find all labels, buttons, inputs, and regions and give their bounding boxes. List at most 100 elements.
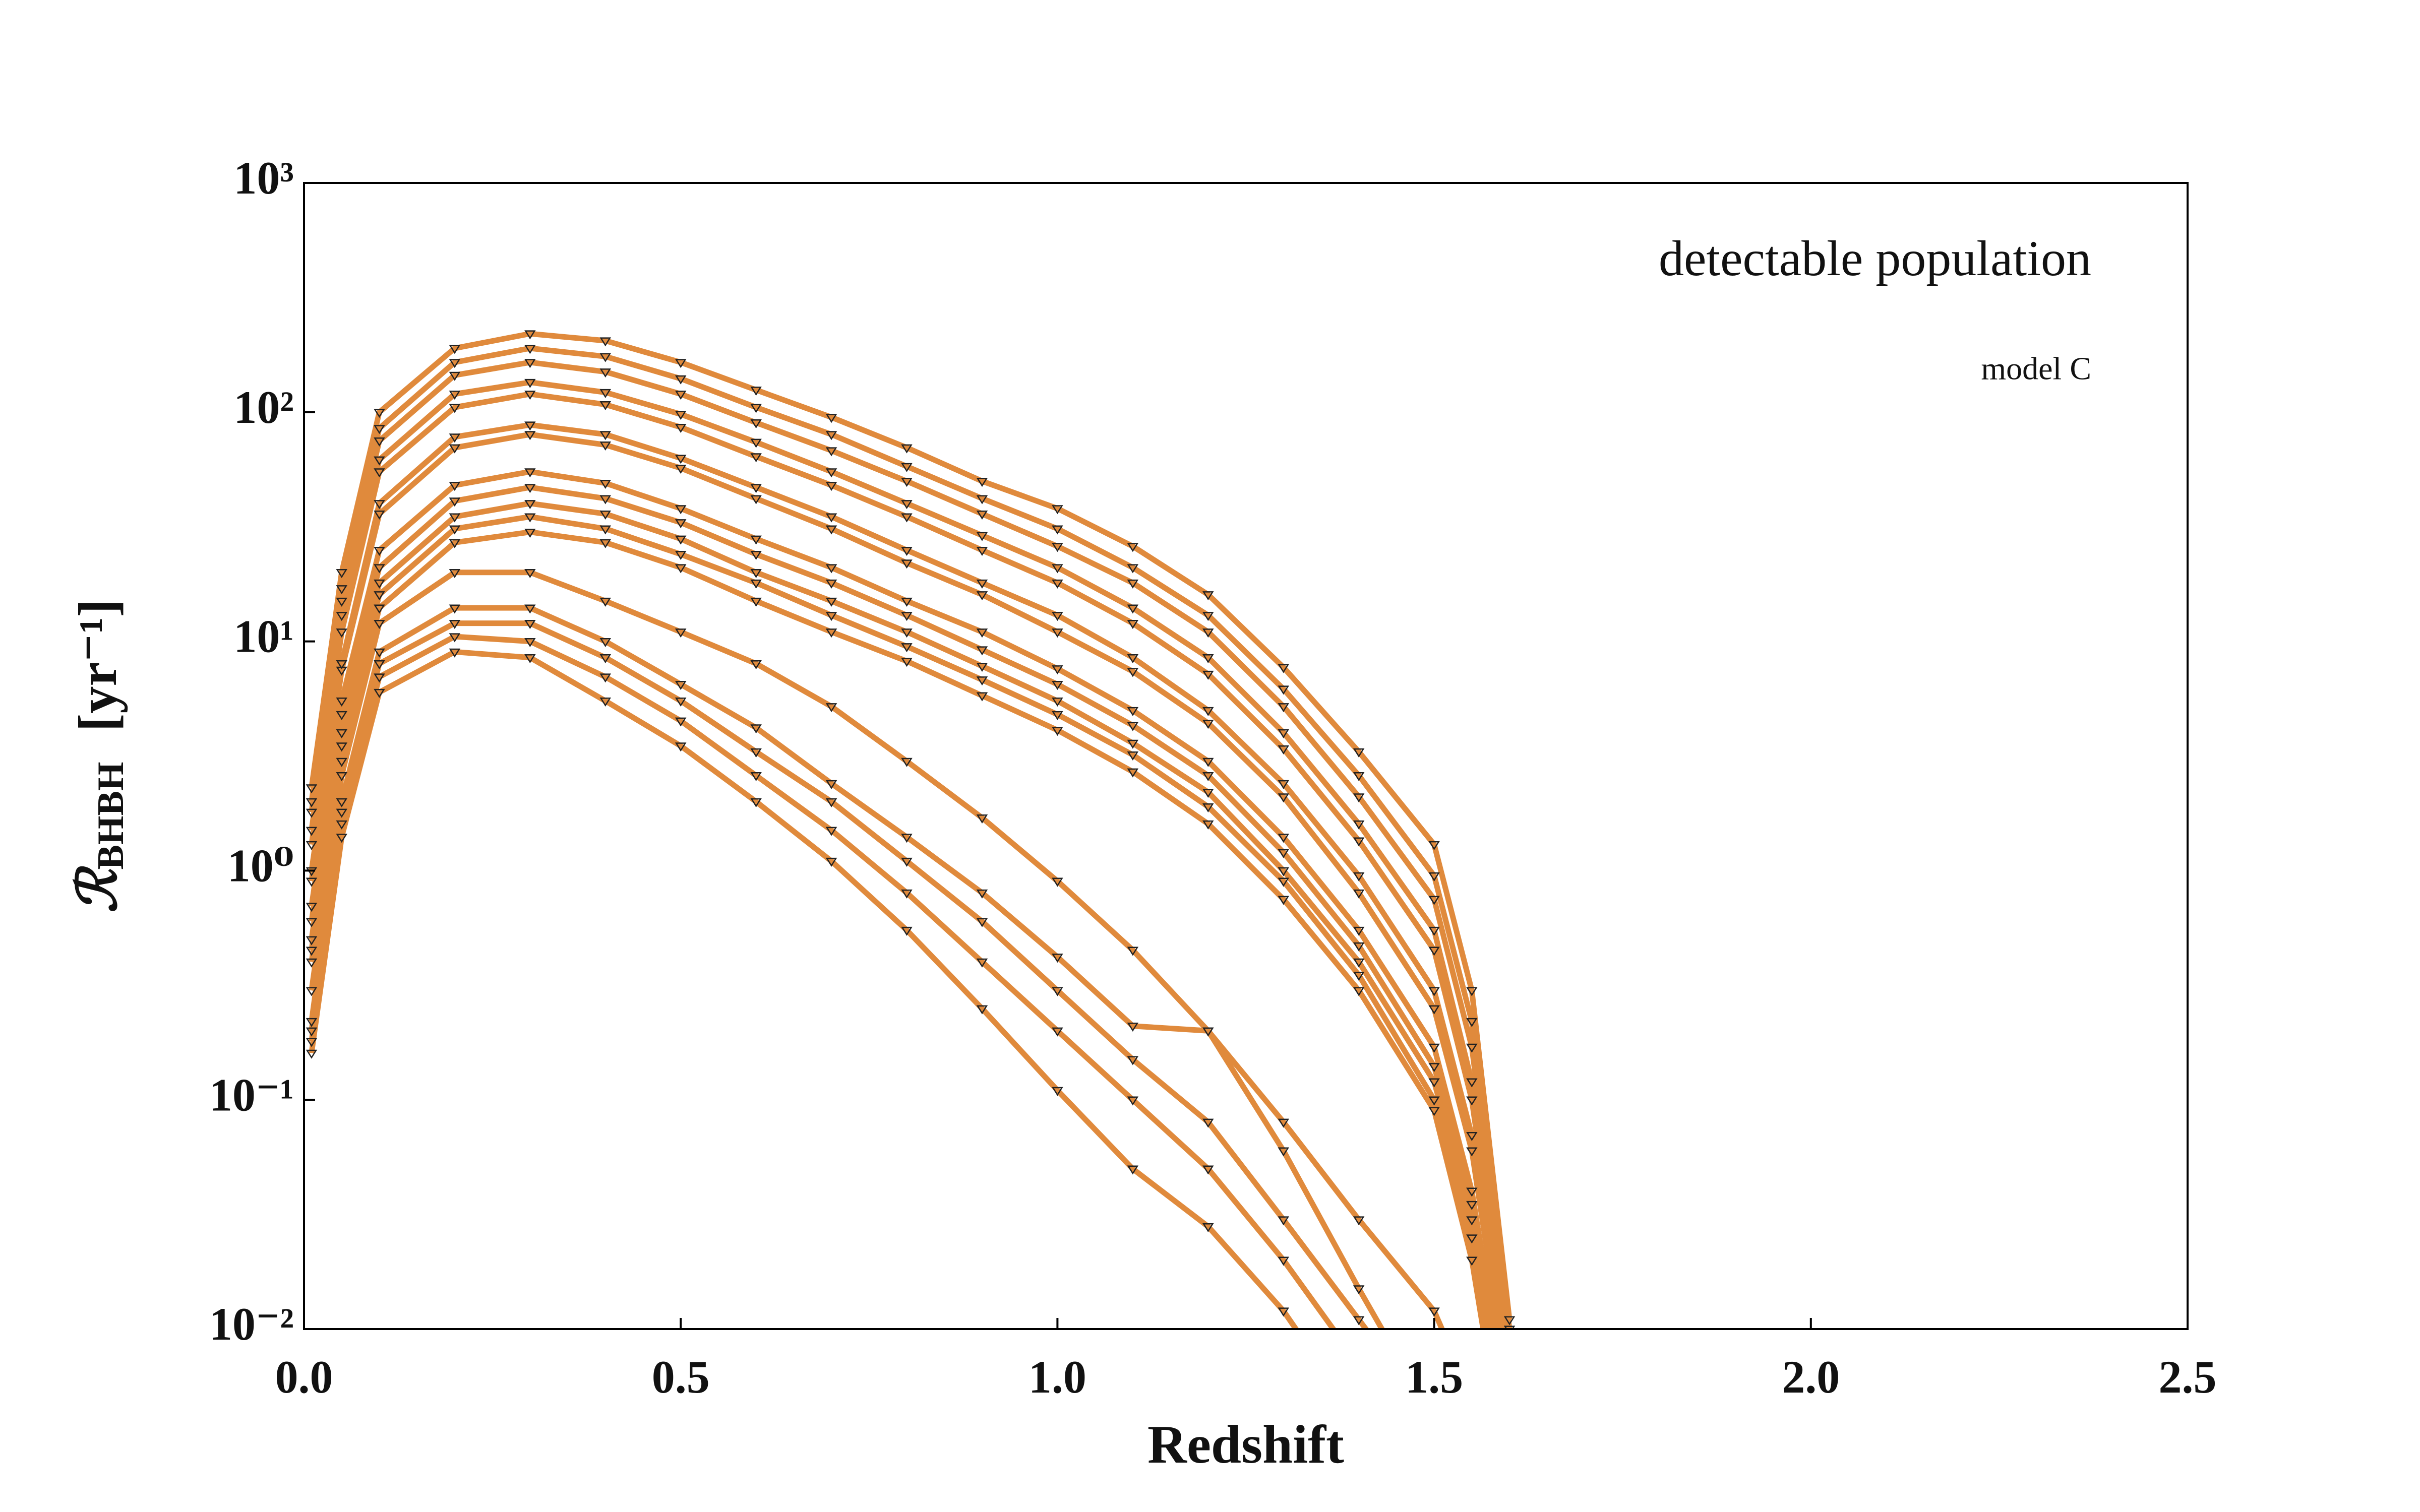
data-point bbox=[750, 772, 762, 782]
data-point bbox=[825, 857, 837, 867]
data-point bbox=[901, 612, 913, 621]
data-point bbox=[1428, 872, 1440, 881]
data-point bbox=[306, 877, 318, 887]
data-point bbox=[306, 947, 318, 956]
data-point bbox=[1127, 564, 1139, 574]
data-point bbox=[675, 717, 687, 727]
data-point bbox=[750, 724, 762, 734]
data-point bbox=[449, 619, 461, 629]
data-point bbox=[306, 827, 318, 836]
data-point bbox=[336, 666, 347, 676]
data-point bbox=[1505, 1486, 1514, 1493]
data-point bbox=[599, 495, 612, 505]
y-tick-label: 10⁻¹ bbox=[209, 1069, 294, 1120]
data-point bbox=[524, 421, 536, 431]
series-line bbox=[309, 570, 1445, 1329]
data-point bbox=[1354, 1418, 1363, 1425]
data-point bbox=[1278, 1147, 1289, 1157]
series-line bbox=[309, 605, 1385, 1329]
data-point bbox=[306, 936, 318, 946]
data-point bbox=[449, 345, 461, 354]
data-point bbox=[1127, 947, 1139, 956]
data-point bbox=[374, 619, 385, 629]
data-point bbox=[901, 463, 913, 472]
data-point bbox=[750, 569, 762, 579]
data-point bbox=[1428, 947, 1440, 956]
data-point bbox=[336, 742, 347, 752]
data-point bbox=[1052, 954, 1063, 963]
series-line bbox=[309, 431, 1502, 1329]
data-point bbox=[306, 987, 318, 996]
data-point bbox=[1428, 1107, 1440, 1116]
data-point bbox=[1278, 1216, 1289, 1226]
data-point bbox=[1505, 1349, 1514, 1356]
data-point bbox=[306, 958, 318, 968]
data-point bbox=[1052, 681, 1063, 690]
y-label-symbol: ℛ bbox=[68, 865, 128, 913]
data-point bbox=[1202, 612, 1214, 621]
data-point bbox=[1202, 1118, 1214, 1128]
data-point bbox=[374, 500, 385, 510]
data-point bbox=[1466, 1201, 1478, 1210]
data-point bbox=[336, 729, 347, 738]
data-point bbox=[675, 628, 687, 638]
data-point bbox=[374, 425, 385, 434]
data-point bbox=[675, 465, 687, 474]
data-point bbox=[675, 455, 687, 464]
data-point bbox=[675, 375, 687, 385]
data-point bbox=[1353, 942, 1365, 952]
data-point bbox=[1428, 926, 1440, 936]
data-point bbox=[599, 698, 612, 707]
data-point bbox=[976, 628, 988, 638]
data-point bbox=[825, 827, 837, 836]
data-point bbox=[976, 646, 988, 656]
data-point bbox=[675, 519, 687, 529]
data-point bbox=[901, 444, 913, 454]
data-point bbox=[976, 510, 988, 520]
data-point bbox=[825, 513, 837, 523]
data-point bbox=[374, 409, 385, 418]
data-point bbox=[1353, 972, 1365, 981]
data-point bbox=[1428, 987, 1440, 996]
data-point bbox=[1353, 1216, 1365, 1226]
data-point bbox=[1052, 698, 1063, 707]
annotation: detectable population bbox=[1659, 230, 2091, 286]
data-point bbox=[1278, 703, 1289, 713]
data-point bbox=[524, 468, 536, 478]
data-point bbox=[1353, 748, 1365, 758]
data-point bbox=[1353, 926, 1365, 936]
data-point bbox=[1202, 591, 1214, 601]
data-point bbox=[449, 633, 461, 643]
data-point bbox=[1127, 619, 1139, 629]
data-point bbox=[599, 368, 612, 378]
data-point bbox=[1202, 628, 1214, 638]
data-point bbox=[306, 1049, 318, 1059]
data-point bbox=[675, 505, 687, 515]
data-point bbox=[524, 604, 536, 614]
data-point bbox=[1428, 896, 1440, 905]
data-point bbox=[336, 834, 347, 843]
data-point bbox=[449, 648, 461, 658]
data-point bbox=[306, 784, 318, 794]
data-point bbox=[1202, 654, 1214, 664]
data-point bbox=[825, 579, 837, 589]
data-point bbox=[976, 532, 988, 541]
data-point bbox=[750, 453, 762, 463]
data-point bbox=[825, 525, 837, 535]
data-point bbox=[1278, 1307, 1289, 1317]
data-point bbox=[1428, 1096, 1440, 1106]
data-point bbox=[1278, 664, 1289, 673]
data-point bbox=[336, 698, 347, 707]
data-point bbox=[599, 480, 612, 489]
data-point bbox=[1466, 1216, 1478, 1226]
data-point bbox=[750, 419, 762, 428]
data-point bbox=[1052, 665, 1063, 675]
data-point bbox=[976, 958, 988, 968]
data-point bbox=[524, 330, 536, 340]
data-point bbox=[1503, 1316, 1516, 1326]
data-point bbox=[1278, 780, 1289, 789]
data-point bbox=[524, 484, 536, 493]
data-point bbox=[599, 597, 612, 607]
data-point bbox=[901, 658, 913, 667]
x-axis-label: Redshift bbox=[1147, 1415, 1344, 1475]
